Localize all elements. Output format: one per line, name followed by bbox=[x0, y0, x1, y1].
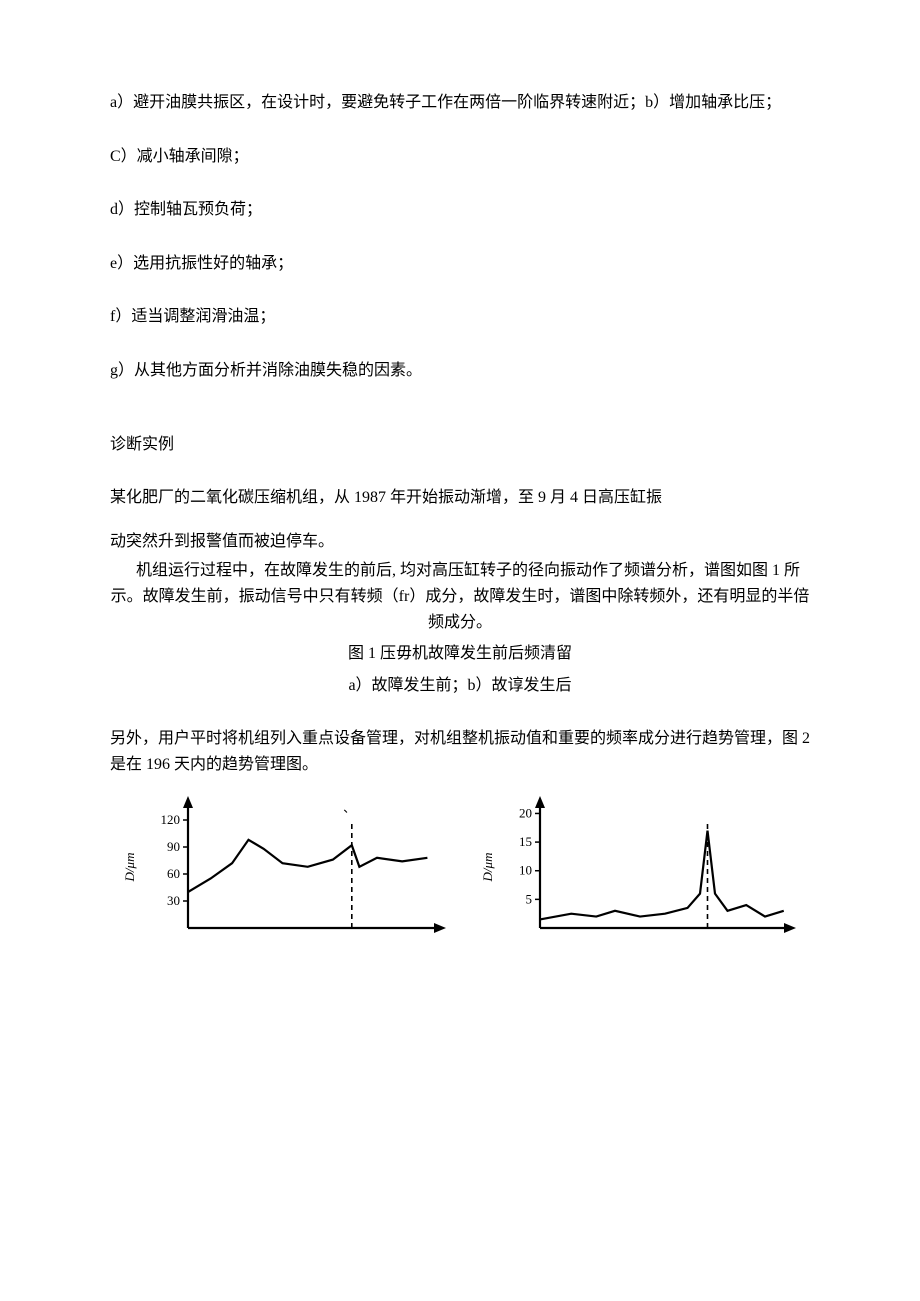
svg-text:、: 、 bbox=[343, 801, 355, 815]
list-item-c: C）减小轴承间隙； bbox=[110, 144, 810, 170]
list-item-d: d）控制轴瓦预负荷； bbox=[110, 197, 810, 223]
body-text-3: 机组运行过程中，在故障发生的前后, 均对高压缸转子的径向振动作了频谱分析，谱图如… bbox=[110, 558, 810, 635]
chart-left-svg: 30 60 90 120 D/μm 、 bbox=[120, 792, 450, 942]
body-text-4: 另外，用户平时将机组列入重点设备管理，对机组整机振动值和重要的频率成分进行趋势管… bbox=[110, 726, 810, 777]
svg-text:15: 15 bbox=[519, 834, 532, 849]
list-item-a: a）避开油膜共振区，在设计时，要避免转子工作在两倍一阶临界转速附近；b）增加轴承… bbox=[110, 90, 810, 116]
svg-text:90: 90 bbox=[167, 839, 180, 854]
svg-text:30: 30 bbox=[167, 893, 180, 908]
svg-text:10: 10 bbox=[519, 862, 532, 877]
body-text-1: 某化肥厂的二氧化碳压缩机组，从 1987 年开始振动渐增，至 9 月 4 日高压… bbox=[110, 485, 810, 511]
svg-text:D/μm: D/μm bbox=[480, 852, 495, 882]
chart-right-svg: 5 10 15 20 D/μm bbox=[480, 792, 800, 942]
figure1-legend: a）故障发生前；b）故谆发生后 bbox=[110, 673, 810, 699]
list-item-g: g）从其他方面分析并消除油膜失稳的因素。 bbox=[110, 358, 810, 384]
chart-right: 5 10 15 20 D/μm bbox=[480, 792, 800, 942]
svg-text:120: 120 bbox=[161, 812, 181, 827]
chart-left: 30 60 90 120 D/μm 、 bbox=[120, 792, 450, 942]
figure2-charts: 30 60 90 120 D/μm 、 5 10 15 20 D/μm bbox=[120, 792, 810, 942]
body-text-2: 动突然升到报警值而被迫停车。 bbox=[110, 529, 810, 555]
figure1-caption: 图 1 压毋机故障发生前后频清留 bbox=[110, 641, 810, 667]
svg-text:60: 60 bbox=[167, 866, 180, 881]
list-item-e: e）选用抗振性好的轴承； bbox=[110, 251, 810, 277]
svg-text:5: 5 bbox=[526, 891, 533, 906]
svg-text:D/μm: D/μm bbox=[122, 852, 137, 882]
list-item-f: f）适当调整润滑油温； bbox=[110, 304, 810, 330]
svg-text:20: 20 bbox=[519, 805, 532, 820]
section-title: 诊断实例 bbox=[110, 432, 810, 458]
